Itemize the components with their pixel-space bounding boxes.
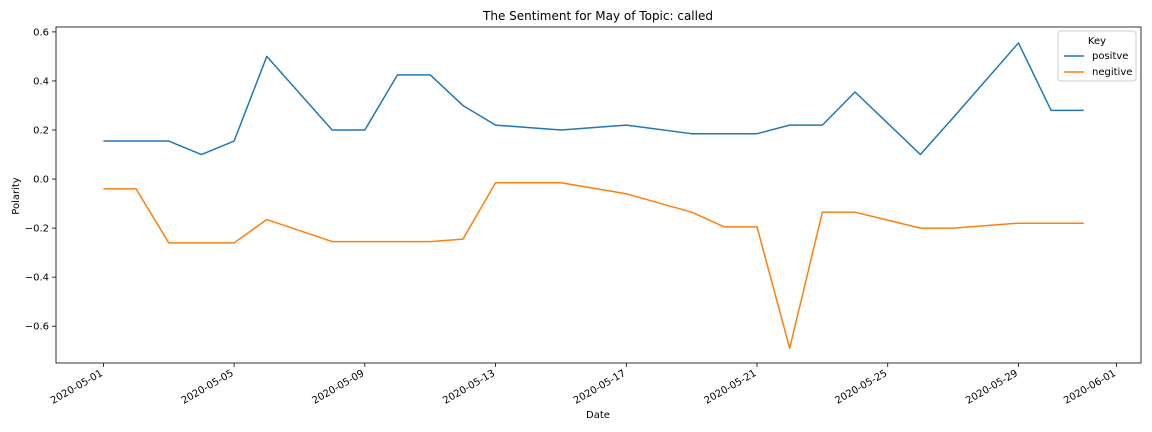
y-tick-label: −0.2: [25, 224, 49, 235]
y-tick-label: −0.6: [25, 322, 49, 333]
legend: Key positve negitive: [1057, 30, 1137, 82]
y-tick-label: 0.0: [33, 175, 49, 186]
legend-label-negitive: negitive: [1092, 67, 1132, 78]
x-tick-label: 2020-05-21: [703, 368, 759, 407]
legend-label-positve: positve: [1092, 51, 1128, 62]
x-tick-label: 2020-05-17: [572, 368, 628, 407]
x-tick-label: 2020-06-01: [1062, 368, 1118, 407]
y-axis-label: Polarity: [11, 177, 22, 215]
x-tick-label: 2020-05-09: [310, 368, 366, 407]
y-tick-label: 0.4: [33, 76, 49, 87]
chart-title: The Sentiment for May of Topic: called: [482, 9, 713, 23]
x-tick-label: 2020-05-29: [964, 368, 1020, 407]
plot-area: [103, 42, 1084, 350]
x-tick-label: 2020-05-25: [833, 368, 889, 407]
y-tick-label: 0.2: [33, 126, 49, 137]
axes: −0.6 −0.4 −0.2 0.0 0.2 0.4 0.6 2020-05-01 2020-0…: [25, 26, 1142, 407]
x-tick-label: 2020-05-13: [441, 368, 497, 407]
legend-title: Key: [1088, 36, 1106, 47]
series-line-positve: [103, 42, 1084, 156]
legend-box: [1057, 30, 1137, 82]
y-tick-label: −0.4: [25, 273, 49, 284]
x-tick-label: 2020-05-05: [180, 368, 236, 407]
plot-frame: [55, 26, 1142, 364]
y-tick-label: 0.6: [33, 27, 49, 38]
x-axis-label: Date: [586, 410, 610, 421]
series-line-negitive: [103, 181, 1084, 350]
x-tick-label: 2020-05-01: [49, 368, 105, 407]
